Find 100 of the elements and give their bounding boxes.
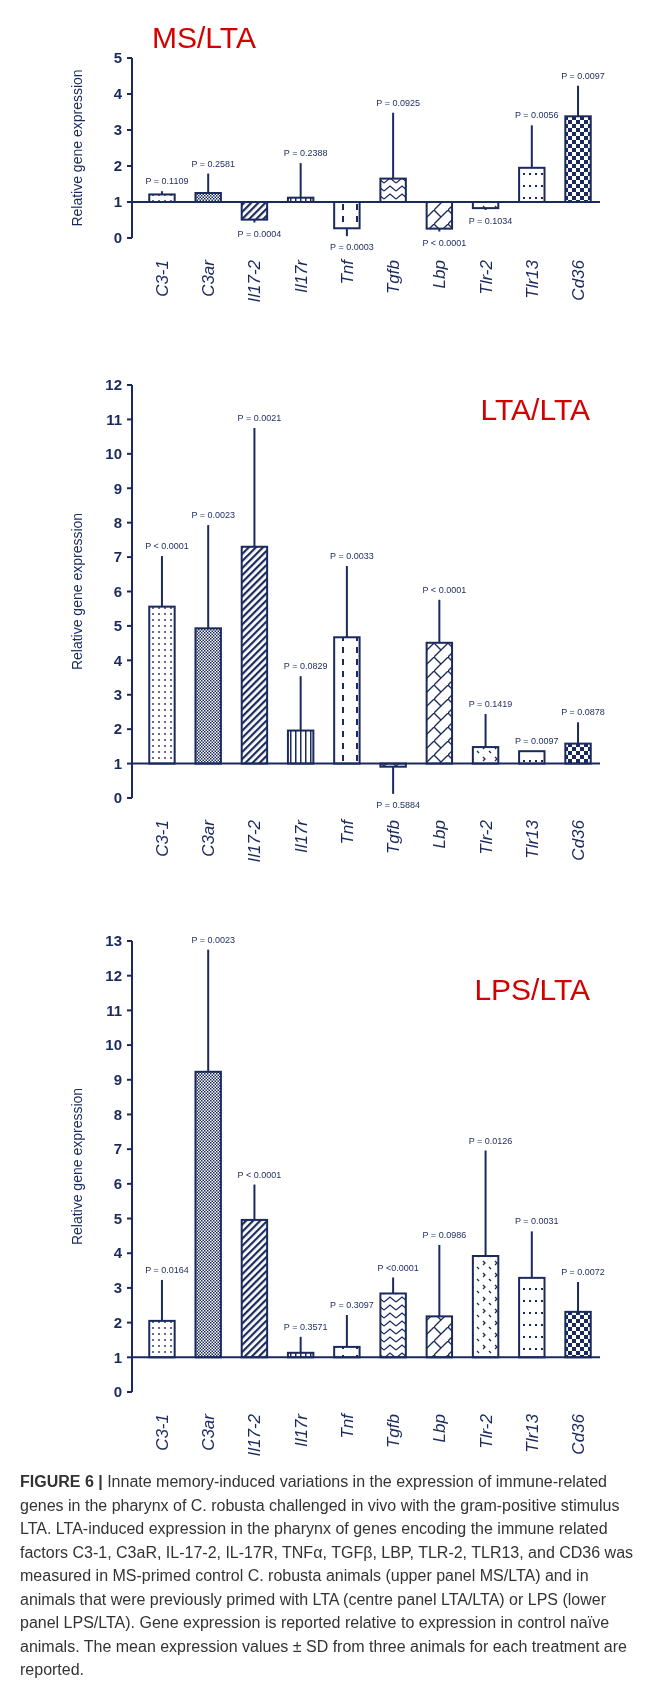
y-tick-label: 13 — [105, 932, 122, 950]
y-tick-label: 9 — [113, 479, 122, 497]
y-tick-label: 4 — [113, 85, 123, 103]
y-tick-label: 11 — [106, 1001, 122, 1019]
y-tick-label: 1 — [113, 193, 122, 211]
annotation: P = 0.0033 — [330, 551, 374, 562]
y-tick-label: 2 — [113, 157, 122, 175]
annotation: P = 0.1109 — [145, 176, 189, 187]
y-tick-label: 5 — [113, 49, 122, 67]
y-tick-label: 7 — [113, 1140, 122, 1158]
y-tick-label: 11 — [106, 410, 122, 428]
annotation: P = 0.0021 — [237, 413, 282, 424]
annotation: P = 0.5884 — [376, 799, 420, 810]
y-axis-title: Relative gene expression — [69, 69, 85, 227]
y-tick-label: 7 — [113, 548, 122, 566]
x-tick-label: Lbp — [430, 820, 450, 849]
annotation: P = 0.0986 — [422, 1229, 467, 1240]
y-tick-label: 0 — [113, 229, 122, 247]
y-tick-label: 5 — [113, 617, 122, 635]
x-tick-label: C3-1 — [152, 820, 172, 857]
x-tick-label: Tgfb — [384, 260, 404, 295]
x-tick-label: Tnf — [337, 1411, 357, 1439]
y-tick-label: 10 — [105, 445, 122, 463]
x-tick-label: Tlr-2 — [476, 1413, 496, 1449]
annotation: P = 0.2388 — [283, 148, 328, 159]
x-tick-label: Cd36 — [569, 819, 589, 861]
text: LPS/LTA — [474, 973, 590, 1006]
chart-title: LTA/LTA — [480, 393, 590, 426]
annotation: P <0.0001 — [377, 1262, 419, 1273]
y-tick-label: 5 — [113, 1209, 122, 1227]
annotation: P = 0.0097 — [561, 70, 605, 81]
y-tick-label: 0 — [113, 789, 122, 807]
y-tick-label: 6 — [113, 1175, 122, 1193]
annotation: P = 0.0031 — [515, 1216, 559, 1227]
y-tick-label: 0 — [113, 1383, 122, 1401]
x-tick-label: Tlr-2 — [476, 819, 496, 855]
y-tick-label: 3 — [113, 1279, 122, 1297]
y-tick-label: 1 — [113, 1348, 122, 1366]
x-tick-label: C3ar — [199, 258, 219, 297]
y-tick-label: 2 — [113, 720, 122, 738]
annotation: P = 0.0925 — [376, 97, 420, 108]
annotation: P = 0.0072 — [561, 1267, 605, 1278]
x-tick-label: Tgfb — [384, 820, 404, 855]
x-tick-label: Il17-2 — [245, 1413, 265, 1457]
annotation: P < 0.0001 — [237, 1169, 282, 1180]
y-tick-label: 12 — [105, 966, 122, 984]
annotation: P = 0.0164 — [145, 1264, 189, 1275]
annotation: P = 0.2581 — [191, 158, 235, 169]
y-tick-label: 12 — [105, 376, 122, 394]
y-tick-label: 10 — [105, 1036, 122, 1054]
text: FIGURE 6 | Innate memory-induced variations in the expression of immune-related genes in the pharynx of C. robusta challenged in vivo with the gram-positive stimulus LTA. LTA-induced expression in the pharynx of genes encoding the immune related factors C3-1, C3aR, IL-17-2, IL-17R, TNFα, TGFβ, LBP, TLR-2, TLR13, and CD36 was measured in MS-primed control C. robusta animals (upper panel MS/LTA) and in animals that were previously primed with LTA (centre panel LTA/LTA) or LPS (lower panel LPS/LTA). Gene expression is reported relative to expression in control naïve animals. The mean expression values ± SD from three animals for each treatment are reported. — [20, 1473, 634, 1678]
annotation: P = 0.0878 — [561, 707, 605, 718]
x-tick-label: Il17-2 — [245, 259, 265, 303]
x-tick-label: Tlr13 — [522, 259, 542, 299]
y-tick-label: 1 — [113, 754, 122, 772]
annotation: P < 0.0001 — [422, 237, 467, 248]
x-tick-label: Il17-2 — [245, 819, 265, 863]
x-tick-label: Tlr13 — [522, 819, 542, 859]
x-tick-label: Tlr13 — [522, 1413, 542, 1453]
annotation: P = 0.0056 — [515, 110, 559, 121]
x-tick-label: Tnf — [337, 257, 357, 285]
x-tick-label: Il17r — [291, 1412, 311, 1448]
x-tick-label: C3ar — [199, 1412, 219, 1451]
x-tick-label: Tlr-2 — [476, 259, 496, 295]
annotation: P = 0.0004 — [237, 228, 282, 239]
x-tick-label: C3ar — [199, 818, 219, 857]
annotation: P = 0.0003 — [330, 242, 374, 253]
chart-title: MS/LTA — [152, 21, 256, 54]
annotation: P = 0.0097 — [515, 736, 559, 747]
y-tick-label: 9 — [113, 1071, 122, 1089]
y-tick-label: 3 — [113, 686, 122, 703]
x-tick-label: C3-1 — [152, 260, 172, 297]
x-tick-label: Il17r — [291, 818, 311, 854]
annotation: P = 0.1419 — [468, 699, 513, 710]
annotation: P = 0.3097 — [330, 1299, 374, 1310]
annotation: P = 0.0023 — [191, 510, 235, 521]
y-tick-label: 4 — [113, 651, 123, 669]
annotation: P = 0.3571 — [283, 1321, 328, 1332]
x-tick-label: Tnf — [337, 817, 357, 845]
y-tick-label: 6 — [113, 582, 122, 600]
y-tick-label: 4 — [113, 1244, 123, 1262]
y-tick-label: 3 — [113, 121, 122, 139]
annotation: P = 0.1034 — [468, 215, 513, 226]
x-tick-label: Cd36 — [569, 1413, 589, 1455]
annotation: P = 0.0829 — [283, 661, 328, 672]
y-tick-label: 2 — [113, 1313, 122, 1331]
annotation: P = 0.0023 — [191, 934, 235, 945]
annotation: P < 0.0001 — [145, 541, 189, 552]
x-tick-label: Tgfb — [384, 1414, 404, 1449]
annotation: P = 0.0126 — [468, 1135, 513, 1146]
annotation: P < 0.0001 — [422, 584, 467, 595]
x-tick-label: Lbp — [430, 260, 450, 289]
y-axis-title: Relative gene expression — [69, 1087, 85, 1246]
x-tick-label: C3-1 — [152, 1414, 172, 1451]
x-tick-label: Lbp — [430, 1414, 450, 1443]
y-tick-label: 8 — [113, 1105, 122, 1123]
x-tick-label: Cd36 — [569, 259, 589, 301]
y-axis-title: Relative gene expression — [69, 512, 85, 671]
y-tick-label: 8 — [113, 513, 122, 531]
x-tick-label: Il17r — [291, 258, 311, 294]
